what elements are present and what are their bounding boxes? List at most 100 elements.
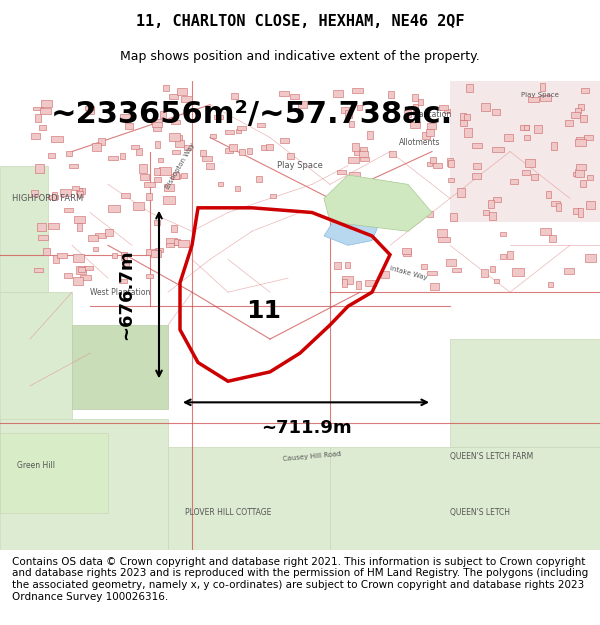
Bar	[565, 120, 572, 126]
Bar	[151, 119, 163, 124]
Bar	[64, 272, 72, 278]
Bar	[151, 251, 161, 258]
Polygon shape	[0, 432, 108, 512]
Bar	[122, 262, 129, 266]
Polygon shape	[330, 447, 600, 550]
Bar	[581, 88, 589, 93]
Bar	[355, 151, 364, 154]
Bar	[120, 153, 125, 159]
Bar	[349, 173, 360, 181]
Bar	[448, 159, 454, 168]
Bar	[225, 148, 233, 153]
Bar	[95, 233, 106, 238]
Bar	[524, 124, 529, 129]
Bar	[144, 182, 155, 187]
Bar	[172, 226, 177, 232]
Bar	[493, 148, 504, 152]
Bar	[430, 283, 439, 290]
Bar	[349, 220, 359, 228]
Bar	[401, 248, 411, 254]
Text: ~233656m²/~57.738ac.: ~233656m²/~57.738ac.	[51, 99, 453, 129]
Bar	[33, 106, 43, 111]
Bar	[108, 156, 118, 161]
Bar	[341, 279, 347, 287]
Bar	[580, 179, 586, 187]
Bar	[512, 268, 524, 276]
Bar	[576, 164, 586, 170]
Text: Intake Way: Intake Way	[389, 266, 427, 281]
Bar	[344, 262, 350, 268]
Bar	[503, 134, 513, 141]
Bar	[88, 235, 98, 241]
Bar	[481, 269, 488, 276]
Bar	[367, 131, 373, 139]
Bar	[345, 177, 350, 181]
Bar	[341, 107, 349, 112]
Bar	[171, 119, 181, 124]
Bar	[51, 136, 63, 142]
Bar	[92, 144, 101, 151]
Bar	[181, 173, 187, 178]
Bar	[146, 193, 152, 199]
Bar	[39, 125, 46, 130]
Bar	[334, 262, 341, 269]
Bar	[490, 212, 496, 220]
Bar	[169, 132, 181, 141]
Bar	[169, 94, 178, 99]
Bar	[109, 205, 120, 212]
Bar	[136, 148, 142, 156]
Bar	[35, 164, 44, 173]
Bar	[492, 109, 500, 116]
Bar	[529, 98, 539, 102]
Bar	[584, 135, 593, 141]
Bar	[210, 134, 216, 138]
Polygon shape	[0, 292, 72, 432]
Bar	[473, 163, 481, 169]
Bar	[466, 84, 473, 92]
Text: West Plantation: West Plantation	[90, 288, 150, 297]
Bar	[290, 94, 299, 99]
Bar	[410, 122, 420, 128]
Bar	[452, 268, 461, 272]
Polygon shape	[0, 419, 168, 550]
Bar	[361, 147, 367, 152]
Bar	[427, 122, 436, 129]
Bar	[578, 104, 584, 110]
Bar	[444, 109, 451, 113]
Bar	[239, 149, 245, 156]
Bar	[349, 121, 355, 126]
Bar	[464, 114, 470, 121]
Bar	[525, 159, 535, 167]
Bar	[418, 99, 424, 104]
Text: 11, CHARLTON CLOSE, HEXHAM, NE46 2QF: 11, CHARLTON CLOSE, HEXHAM, NE46 2QF	[136, 14, 464, 29]
Text: Causey Hill Road: Causey Hill Road	[283, 451, 341, 462]
Text: Play Space: Play Space	[277, 161, 323, 170]
Bar	[481, 103, 490, 111]
Bar	[287, 152, 294, 159]
Bar	[472, 143, 482, 148]
Bar	[549, 235, 556, 242]
Bar	[361, 158, 369, 161]
Bar	[119, 279, 127, 284]
Text: Map shows position and indicative extent of the property.: Map shows position and indicative extent…	[120, 50, 480, 62]
Bar	[178, 240, 188, 247]
Bar	[175, 140, 184, 147]
Bar	[84, 266, 93, 271]
Bar	[426, 129, 434, 136]
Polygon shape	[72, 325, 168, 409]
Bar	[510, 179, 518, 184]
Bar	[163, 86, 169, 91]
Bar	[572, 173, 579, 176]
Bar	[92, 247, 98, 251]
Bar	[352, 88, 362, 93]
Bar	[121, 253, 127, 260]
Bar	[520, 125, 529, 130]
Bar	[422, 132, 430, 139]
Text: Play Space: Play Space	[521, 92, 559, 98]
Bar	[540, 228, 551, 236]
Bar	[266, 144, 273, 149]
Bar	[388, 91, 394, 98]
Bar	[342, 276, 353, 284]
Bar	[65, 151, 71, 156]
Bar	[500, 254, 506, 259]
